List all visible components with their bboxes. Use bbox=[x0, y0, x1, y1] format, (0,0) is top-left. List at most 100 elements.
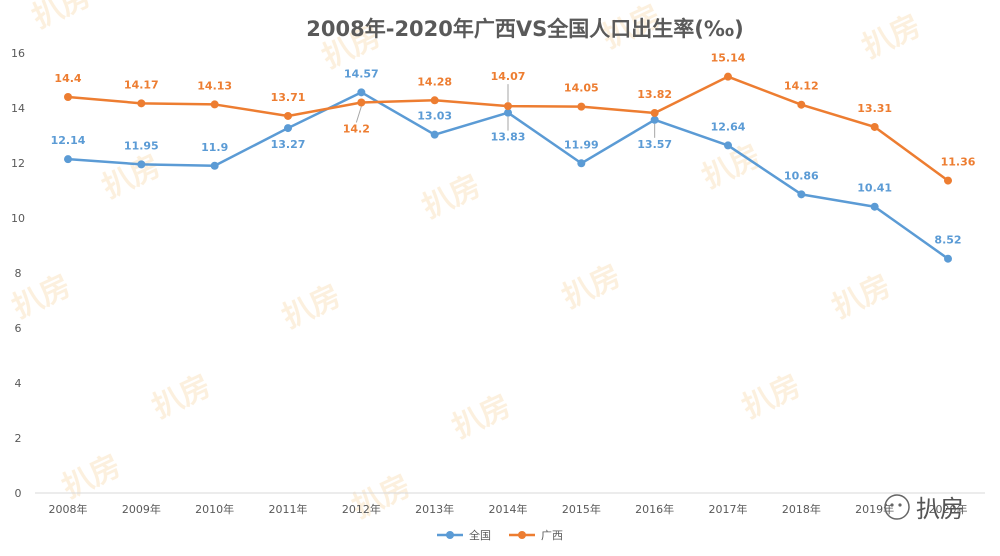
data-label: 14.2 bbox=[343, 123, 370, 136]
watermark: 扒房 bbox=[417, 168, 486, 225]
x-tick-label: 2011年 bbox=[269, 502, 308, 516]
data-label: 13.31 bbox=[857, 102, 892, 115]
x-tick-label: 2012年 bbox=[342, 502, 381, 516]
data-label: 14.13 bbox=[197, 79, 232, 92]
data-point bbox=[577, 159, 586, 168]
data-label: 14.05 bbox=[564, 82, 599, 95]
data-point bbox=[724, 72, 732, 81]
chart-title: 2008年-2020年广西VS全国人口出生率(‰) bbox=[306, 17, 743, 41]
brand-text: 扒房 bbox=[916, 495, 964, 523]
wechat-icon bbox=[884, 494, 910, 520]
leader-line bbox=[355, 106, 362, 123]
watermark: 扒房 bbox=[827, 268, 896, 325]
watermark: 扒房 bbox=[347, 468, 416, 525]
data-point bbox=[210, 161, 219, 170]
watermark: 扒房 bbox=[447, 388, 516, 445]
watermark: 扒房 bbox=[57, 448, 126, 505]
data-point bbox=[650, 115, 659, 124]
data-point bbox=[870, 202, 879, 211]
data-point bbox=[64, 93, 72, 101]
x-tick-label: 2015年 bbox=[562, 502, 601, 516]
data-label: 14.17 bbox=[124, 78, 159, 91]
data-point bbox=[504, 108, 512, 117]
x-tick-label: 2013年 bbox=[415, 502, 454, 516]
data-label: 12.64 bbox=[711, 120, 746, 133]
wechat-icon-eye-right bbox=[898, 503, 902, 507]
legend-label: 广西 bbox=[541, 529, 563, 542]
data-point bbox=[357, 98, 366, 107]
x-tick-label: 2016年 bbox=[635, 502, 674, 516]
data-point bbox=[797, 190, 806, 199]
legend-swatch-marker bbox=[446, 531, 454, 539]
legend-item: 全国 bbox=[437, 528, 491, 542]
data-point bbox=[504, 102, 512, 111]
data-point bbox=[944, 254, 952, 263]
data-label: 14.12 bbox=[784, 80, 819, 93]
y-tick-label: 8 bbox=[15, 267, 22, 280]
x-tick-label: 2019年 bbox=[855, 502, 894, 516]
data-point bbox=[137, 160, 146, 169]
data-label: 11.95 bbox=[124, 139, 159, 152]
y-tick-label: 10 bbox=[11, 212, 25, 225]
data-point bbox=[430, 130, 439, 139]
data-label: 13.03 bbox=[417, 110, 452, 123]
data-label: 13.71 bbox=[271, 91, 306, 104]
x-tick-label: 2009年 bbox=[122, 502, 161, 516]
series-广西: 14.4 14.17 14.13 13.71 14.2 14.28 14.07 14.05 13… bbox=[54, 52, 976, 185]
y-tick-label: 16 bbox=[11, 47, 25, 60]
legend-item: 广西 bbox=[509, 529, 563, 542]
y-tick-label: 0 bbox=[15, 487, 22, 500]
data-point bbox=[284, 124, 292, 133]
x-tick-label: 2017年 bbox=[709, 502, 748, 516]
x-tick-label: 2008年 bbox=[49, 502, 88, 516]
legend: 全国 广西 bbox=[437, 528, 563, 542]
data-point bbox=[284, 111, 292, 120]
x-tick-label: 2014年 bbox=[489, 502, 528, 516]
x-tick-label: 2010年 bbox=[195, 502, 234, 516]
data-point bbox=[210, 100, 219, 109]
brand-mark: 扒房 bbox=[884, 494, 964, 523]
data-point bbox=[137, 99, 146, 108]
data-label: 8.52 bbox=[934, 234, 961, 247]
data-label: 11.36 bbox=[941, 156, 976, 169]
watermark: 扒房 bbox=[147, 368, 216, 425]
data-point bbox=[870, 122, 879, 131]
data-point bbox=[650, 108, 659, 117]
data-label: 14.07 bbox=[491, 70, 526, 83]
data-point bbox=[724, 141, 732, 150]
data-point bbox=[357, 88, 366, 97]
data-point bbox=[577, 102, 586, 111]
y-tick-label: 14 bbox=[11, 102, 25, 115]
data-point bbox=[430, 96, 439, 105]
data-label: 13.57 bbox=[637, 138, 672, 151]
data-point bbox=[944, 176, 952, 185]
data-label: 14.57 bbox=[344, 67, 379, 80]
y-tick-label: 4 bbox=[15, 377, 22, 390]
watermark: 扒房 bbox=[857, 8, 926, 65]
data-label: 12.14 bbox=[51, 134, 86, 147]
y-tick-label: 12 bbox=[11, 157, 25, 170]
data-label: 10.86 bbox=[784, 169, 819, 182]
data-label: 13.27 bbox=[271, 138, 306, 151]
data-label: 11.99 bbox=[564, 138, 599, 151]
x-tick-label: 2020年 bbox=[929, 502, 968, 516]
wechat-icon-eye-left bbox=[890, 503, 894, 507]
data-label: 15.14 bbox=[711, 52, 746, 65]
data-label: 14.4 bbox=[54, 72, 81, 85]
data-label: 13.82 bbox=[637, 88, 672, 101]
watermark: 扒房 bbox=[737, 368, 806, 425]
y-tick-label: 6 bbox=[15, 322, 22, 335]
watermark: 扒房 bbox=[27, 0, 96, 35]
data-point bbox=[64, 155, 72, 164]
axes: 0 2 4 6 8 10 12 14 16 2008年 2009年 2010年 2011年 2012年 20… bbox=[11, 47, 985, 516]
watermark: 扒房 bbox=[97, 148, 166, 205]
data-label: 14.28 bbox=[417, 75, 452, 88]
data-label: 10.41 bbox=[857, 182, 892, 195]
watermark: 扒房 bbox=[557, 258, 626, 315]
legend-label: 全国 bbox=[469, 528, 491, 542]
data-point bbox=[797, 100, 806, 109]
series-全国: 12.14 11.95 11.9 13.27 14.57 13.03 13.83 11.99 1… bbox=[51, 67, 962, 263]
